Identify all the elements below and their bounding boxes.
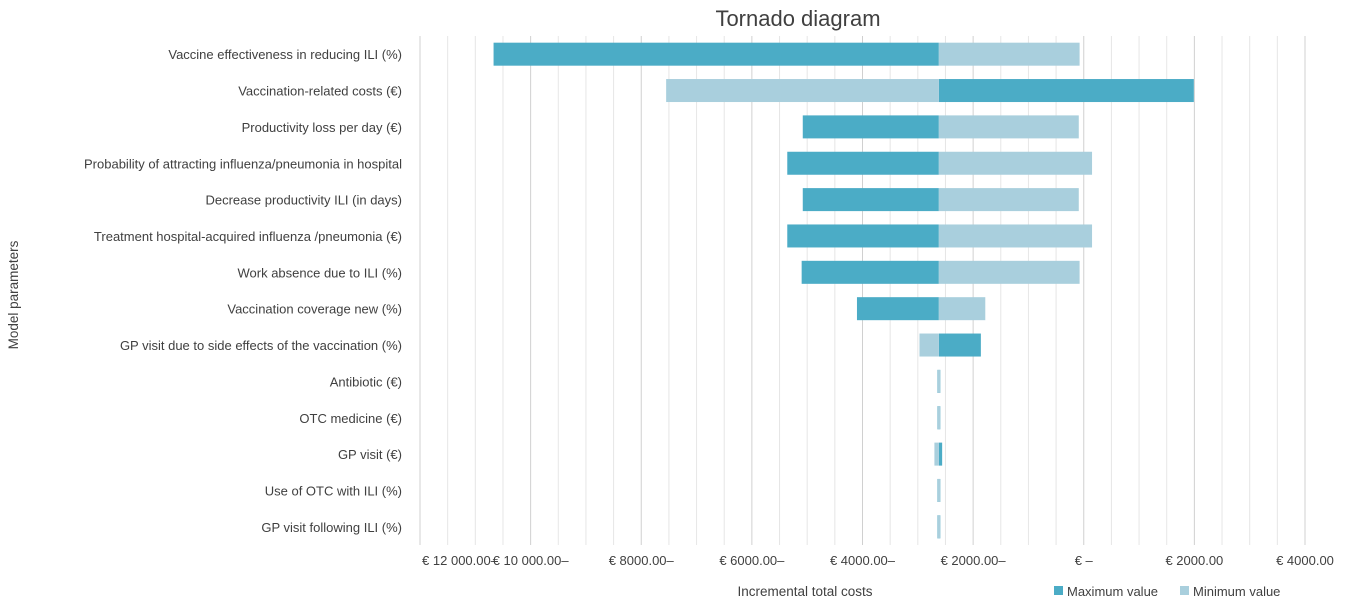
bar-max-6: [801, 260, 939, 284]
category-label: Treatment hospital-acquired influenza /p…: [94, 229, 402, 244]
x-tick-label: € 2000.00–: [941, 553, 1007, 568]
category-label: GP visit (€): [338, 447, 402, 462]
bar-min-0: [938, 42, 1080, 66]
x-tick-label: € 10 000.00–: [493, 553, 570, 568]
bar-min-8: [919, 333, 939, 357]
category-labels: Vaccine effectiveness in reducing ILI (%…: [84, 47, 402, 535]
bar-min-13: [937, 515, 941, 539]
category-label: Vaccination coverage new (%): [227, 302, 402, 317]
category-label: Vaccine effectiveness in reducing ILI (%…: [168, 47, 402, 62]
category-label: Antibiotic (€): [330, 374, 402, 389]
category-label: Work absence due to ILI (%): [237, 265, 402, 280]
x-tick-label: € –: [1075, 553, 1094, 568]
category-label: Probability of attracting influenza/pneu…: [84, 156, 402, 171]
bar-max-8: [938, 333, 981, 357]
category-label: Productivity loss per day (€): [242, 120, 402, 135]
legend-label-min: Minimum value: [1193, 584, 1280, 599]
bar-max-5: [787, 224, 939, 248]
category-label: GP visit following ILI (%): [261, 520, 402, 535]
x-tick-labels: € 12 000.00–€ 10 000.00– € 8000.00– € 6000…: [422, 553, 1334, 568]
bar-max-4: [802, 188, 939, 212]
bar-max-0: [493, 42, 939, 66]
category-label: Vaccination-related costs (€): [238, 84, 402, 99]
legend: Maximum value Minimum value: [1054, 584, 1280, 599]
x-tick-label: € 8000.00–: [609, 553, 675, 568]
category-label: Decrease productivity ILI (in days): [205, 193, 402, 208]
x-tick-label: € 6000.00–: [719, 553, 785, 568]
category-label: OTC medicine (€): [299, 411, 402, 426]
legend-swatch-max: [1054, 586, 1063, 595]
x-tick-label: € 4000.00: [1276, 553, 1334, 568]
category-label: Use of OTC with ILI (%): [265, 483, 402, 498]
bar-min-6: [938, 260, 1080, 284]
bar-min-9: [937, 369, 941, 393]
bar-min-12: [937, 478, 941, 502]
chart-title: Tornado diagram: [715, 6, 880, 31]
x-tick-label: € 4000.00–: [830, 553, 896, 568]
bar-min-5: [938, 224, 1093, 248]
bar-min-11: [934, 442, 939, 466]
bar-min-3: [938, 151, 1093, 175]
bar-max-7: [856, 297, 939, 321]
legend-label-max: Maximum value: [1067, 584, 1158, 599]
bars: [493, 42, 1194, 539]
bar-max-11: [938, 442, 943, 466]
bar-max-1: [938, 79, 1194, 103]
bar-max-3: [787, 151, 939, 175]
bar-min-7: [938, 297, 986, 321]
y-axis-label: Model parameters: [6, 240, 21, 349]
bar-min-4: [938, 188, 1079, 212]
gridlines: [419, 36, 1306, 545]
x-tick-label: € 2000.00: [1165, 553, 1223, 568]
category-label: GP visit due to side effects of the vacc…: [120, 338, 402, 353]
bar-min-10: [937, 406, 941, 430]
bar-max-2: [802, 115, 939, 139]
legend-swatch-min: [1180, 586, 1189, 595]
bar-min-1: [666, 79, 939, 103]
x-axis-label: Incremental total costs: [737, 584, 872, 599]
bar-min-2: [938, 115, 1079, 139]
x-tick-label: € 12 000.00–: [422, 553, 499, 568]
